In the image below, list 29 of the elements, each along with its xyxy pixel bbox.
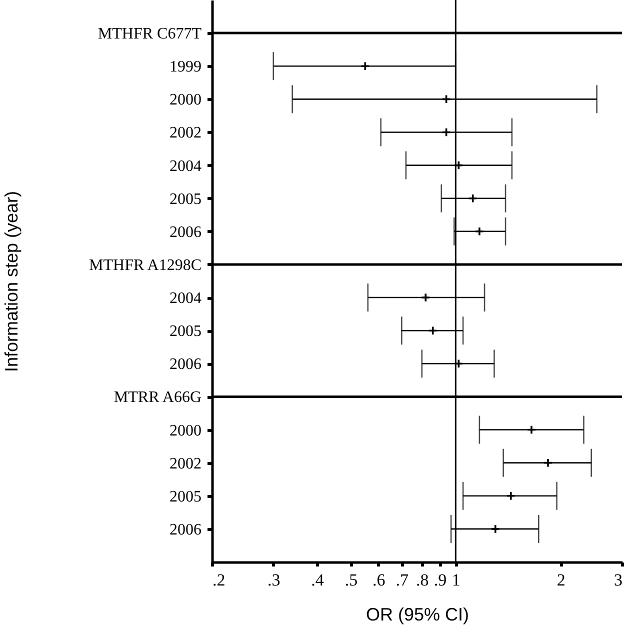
y-tick-label: 2005 <box>170 323 202 340</box>
y-tick-label: 2006 <box>170 521 202 538</box>
y-tick-label: 2006 <box>170 224 202 241</box>
y-tick-label: 2002 <box>170 455 202 472</box>
y-tick-label: MTHFR C677T <box>98 26 202 43</box>
x-tick-label: 3 <box>614 570 622 590</box>
x-tick-label: .5 <box>344 570 358 590</box>
x-tick-label: .7 <box>396 570 410 590</box>
y-tick-label: 2005 <box>170 488 202 506</box>
y-tick-label: MTRR A66G <box>114 389 202 406</box>
x-tick-label: 2 <box>556 570 566 590</box>
x-tick-label: .9 <box>434 570 447 590</box>
x-tick-label: .2 <box>212 570 226 590</box>
y-tick-label: 2004 <box>170 290 202 308</box>
y-tick-label: 2004 <box>170 158 202 175</box>
y-tick-label: 2000 <box>170 92 202 109</box>
x-tick-label: .4 <box>311 570 324 590</box>
x-tick-label: 1 <box>452 570 460 590</box>
y-tick-label: 2002 <box>170 124 202 142</box>
x-axis-title: OR (95% CI) <box>366 604 470 624</box>
y-tick-label: 1999 <box>170 58 202 76</box>
y-tick-label: 2005 <box>170 190 202 208</box>
y-axis-title: Information step (year) <box>2 190 22 372</box>
x-tick-label: .6 <box>372 570 386 590</box>
x-tick-label: .3 <box>268 570 280 590</box>
x-tick-label: .8 <box>416 570 429 590</box>
y-tick-label: 2006 <box>170 356 202 374</box>
y-tick-label: MTHFR A1298C <box>89 256 202 274</box>
y-tick-label: 2000 <box>170 422 202 440</box>
